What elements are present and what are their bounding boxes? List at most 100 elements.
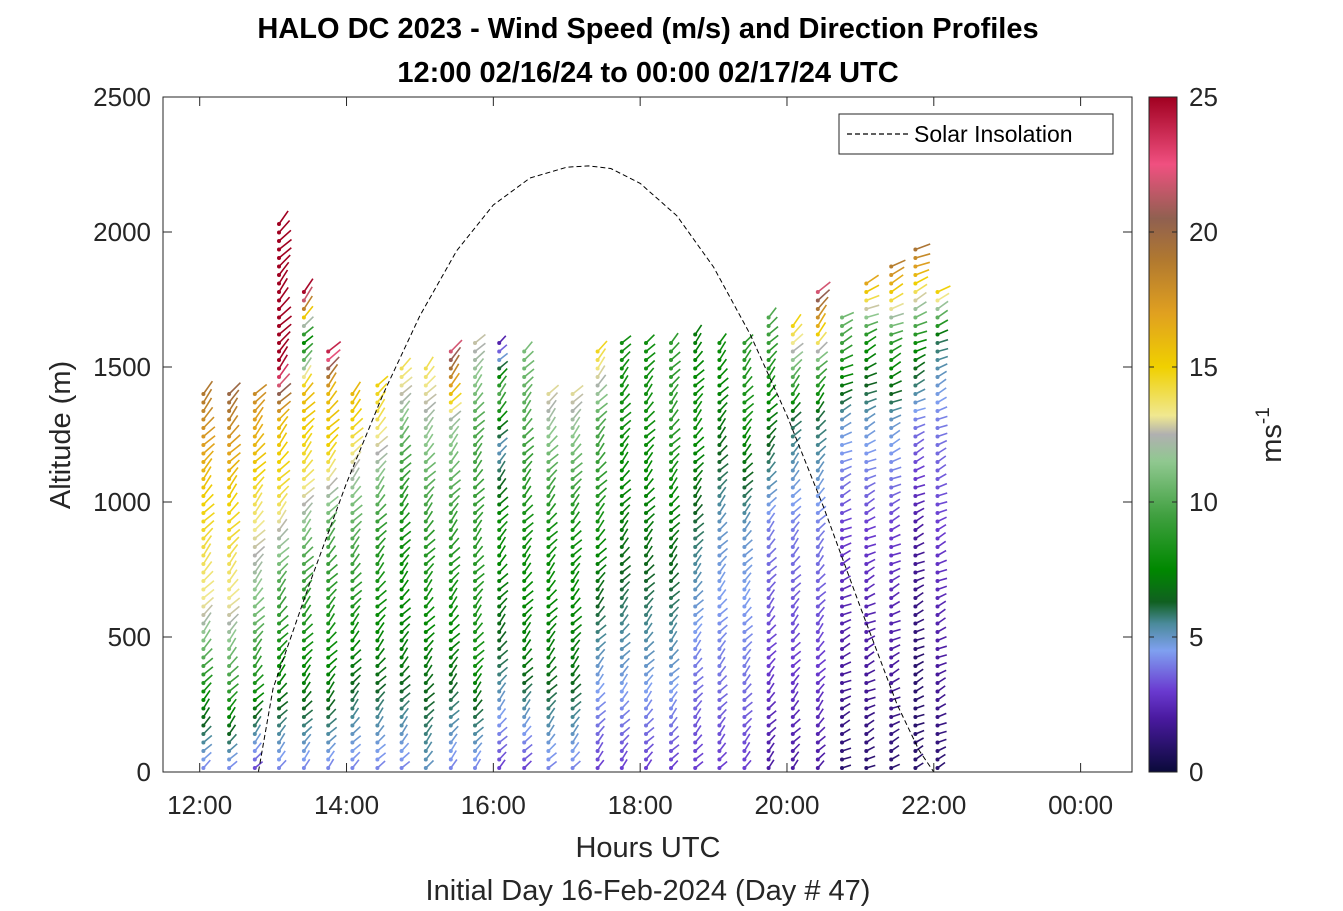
wind-barb-dot	[935, 766, 940, 770]
wind-barb-dot	[669, 579, 673, 583]
wind-barb-dot	[522, 749, 527, 753]
wind-barb-dot	[889, 587, 894, 592]
wind-profile	[252, 383, 268, 770]
wind-barb-dot	[497, 630, 502, 634]
wind-barb-dot	[913, 587, 918, 592]
wind-barb-dot	[742, 502, 747, 507]
wind-barb	[474, 564, 485, 574]
wind-barb-dot	[522, 460, 527, 464]
wind-barb-dot	[522, 426, 527, 430]
wind-barb-dot	[252, 596, 257, 600]
wind-barb-dot	[252, 706, 257, 711]
wind-barb	[450, 451, 459, 463]
wind-barb	[474, 504, 485, 514]
wind-barb-dot	[227, 749, 232, 753]
wind-barb-dot	[669, 545, 673, 549]
wind-barb-dot	[790, 519, 795, 524]
wind-barb-dot	[913, 426, 918, 430]
wind-barb-dot	[864, 290, 869, 294]
wind-barb-dot	[889, 494, 894, 498]
wind-barb-dot	[889, 596, 894, 600]
wind-barb	[202, 561, 213, 573]
wind-barb	[278, 423, 288, 437]
wind-barb	[376, 383, 388, 395]
wind-barb-dot	[448, 740, 453, 745]
wind-barb-dot	[399, 417, 404, 422]
wind-barb	[351, 504, 363, 514]
wind-barb-dot	[693, 749, 698, 753]
wind-barb-dot	[277, 732, 281, 736]
wind-barb-dot	[350, 757, 355, 762]
wind-barb-dot	[570, 706, 575, 711]
wind-barb-dot	[522, 715, 527, 719]
wind-barb-dot	[790, 749, 795, 753]
wind-barb-dot	[473, 596, 477, 600]
wind-barb-dot	[717, 409, 722, 413]
wind-barb	[254, 468, 266, 480]
wind-barb-dot	[889, 307, 894, 311]
wind-barb-dot	[252, 766, 257, 770]
wind-barb-dot	[201, 579, 206, 583]
wind-barb-dot	[815, 324, 820, 328]
wind-barb-dot	[423, 553, 428, 558]
wind-barb	[254, 510, 264, 522]
wind-barb-dot	[595, 647, 600, 651]
wind-barb-dot	[644, 434, 648, 439]
wind-barb-dot	[815, 477, 820, 481]
wind-barb-dot	[889, 613, 894, 617]
wind-barb-dot	[375, 417, 380, 422]
wind-barb-dot	[227, 562, 232, 566]
x-tick-label: 14:00	[314, 790, 379, 820]
wind-barb-dot	[864, 587, 869, 592]
wind-barb-dot	[201, 766, 206, 770]
wind-barb-dot	[277, 553, 281, 558]
wind-barb-dot	[326, 417, 331, 422]
wind-barb	[743, 349, 752, 361]
wind-barb	[327, 340, 342, 353]
wind-barb	[425, 538, 436, 548]
wind-barb-dot	[815, 383, 820, 388]
wind-barb	[327, 545, 337, 556]
wind-barb-dot	[473, 417, 477, 422]
wind-barb-dot	[227, 621, 232, 626]
wind-barb-dot	[766, 426, 771, 430]
wind-barb-dot	[201, 698, 206, 702]
wind-barb-dot	[742, 494, 747, 498]
wind-barb	[425, 470, 437, 480]
wind-barb	[327, 356, 340, 370]
wind-barb	[523, 368, 535, 378]
wind-barb-dot	[619, 443, 624, 447]
wind-barb-dot	[913, 630, 918, 634]
wind-barb	[278, 450, 290, 463]
wind-barb-dot	[889, 723, 894, 728]
wind-barb-dot	[350, 579, 355, 583]
wind-barb-dot	[864, 630, 869, 634]
wind-barb-dot	[375, 732, 380, 736]
colorbar-tick-label: 10	[1189, 487, 1218, 517]
wind-barb-dot	[595, 732, 600, 736]
plot-area	[163, 165, 1132, 773]
wind-barb-dot	[448, 630, 453, 634]
wind-barb	[841, 344, 853, 353]
wind-barb-dot	[766, 443, 771, 447]
wind-barb	[228, 459, 240, 472]
wind-barb-dot	[350, 766, 355, 770]
wind-barb-dot	[301, 349, 306, 354]
wind-barb	[351, 458, 361, 471]
wind-barb	[351, 389, 361, 403]
wind-barb-dot	[497, 672, 502, 677]
wind-barb-dot	[864, 596, 869, 600]
wind-barb	[327, 372, 337, 386]
wind-barb-dot	[693, 562, 698, 566]
wind-barb-dot	[717, 757, 722, 762]
wind-barb-dot	[277, 698, 281, 702]
wind-barb-dot	[790, 698, 795, 702]
wind-barb-dot	[889, 502, 894, 507]
wind-barb-dot	[473, 366, 477, 371]
wind-barb-dot	[570, 689, 575, 694]
wind-barb-dot	[595, 477, 600, 481]
wind-barb-dot	[497, 698, 502, 702]
wind-barb-dot	[595, 723, 600, 728]
wind-barb-dot	[864, 468, 869, 473]
wind-barb-dot	[326, 426, 331, 430]
